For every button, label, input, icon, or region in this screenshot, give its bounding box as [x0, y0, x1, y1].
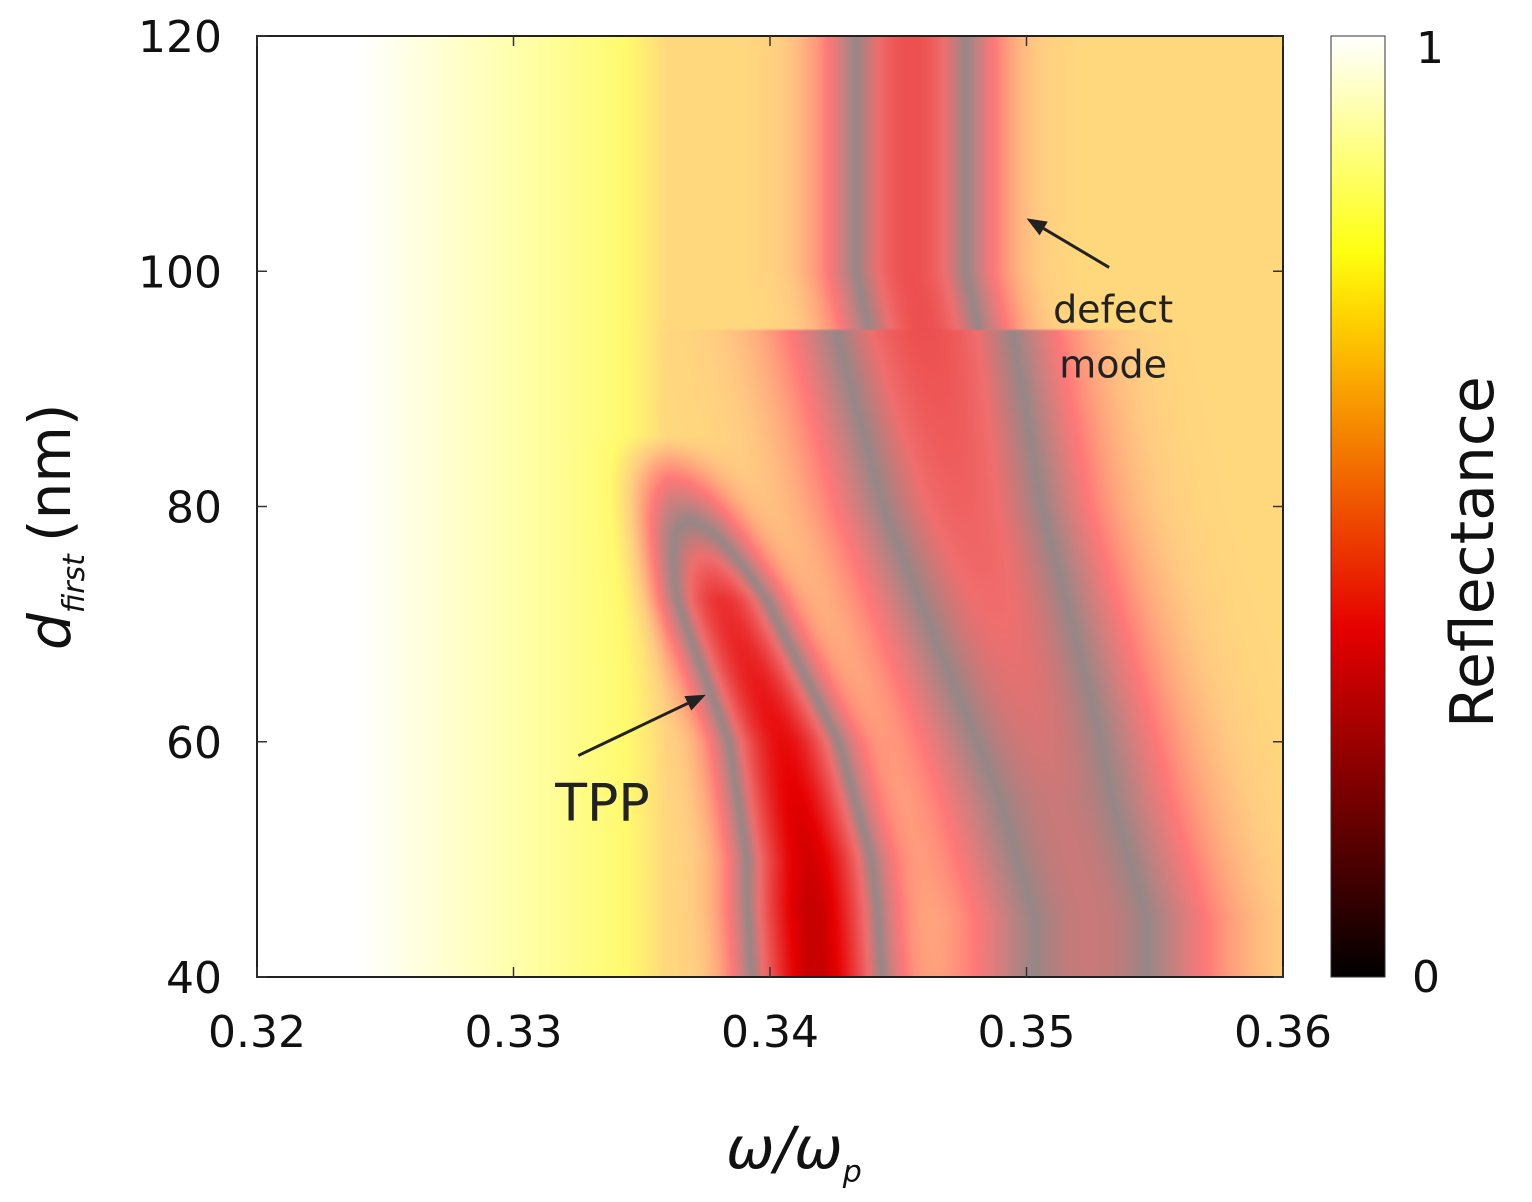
tpp-arrow-head — [684, 694, 706, 711]
defect-mode-label-line1: defect — [1053, 287, 1173, 331]
colorbar: 1 0 Reflectance — [1330, 23, 1508, 1003]
y-tick-label: 60 — [166, 718, 222, 769]
y-axis-label-main: d — [16, 612, 84, 650]
y-tick-label: 120 — [138, 12, 222, 63]
colorbar-gradient — [1330, 35, 1386, 978]
y-tick-label: 100 — [138, 247, 222, 298]
x-tick-label: 0.32 — [208, 1007, 306, 1058]
tpp-arrow — [577, 701, 689, 757]
x-axis-label-main: ω/ω — [726, 1114, 843, 1182]
x-axis-label-sub: p — [842, 1155, 862, 1190]
x-axis: 0.32 0.33 0.34 0.35 0.36 — [208, 36, 1332, 1058]
x-tick-label: 0.33 — [465, 1007, 563, 1058]
y-tick-label: 80 — [166, 483, 222, 534]
x-axis-label: ω/ωp — [726, 1114, 862, 1190]
defect-arrow-head — [1026, 218, 1048, 236]
colorbar-max-label: 1 — [1416, 23, 1444, 74]
y-axis-label-unit: (nm) — [16, 404, 84, 543]
x-tick-label: 0.35 — [978, 1007, 1076, 1058]
defect-arrow — [1042, 227, 1110, 269]
y-axis-label-sub: first — [57, 553, 92, 613]
tpp-label: TPP — [554, 774, 649, 834]
x-tick-label: 0.34 — [721, 1007, 819, 1058]
defect-mode-label-line2: mode — [1059, 343, 1167, 387]
heatmap-image — [257, 36, 1283, 977]
x-tick-label: 0.36 — [1234, 1007, 1332, 1058]
y-tick-label: 40 — [166, 953, 222, 1004]
y-axis: 40 60 80 100 120 — [138, 12, 1283, 1004]
y-axis-label: dfirst (nm) — [16, 404, 92, 650]
heatmap — [257, 36, 1283, 977]
colorbar-min-label: 0 — [1412, 952, 1440, 1003]
annotations: TPP defect mode — [554, 218, 1173, 834]
colorbar-title: Reflectance — [1438, 376, 1508, 728]
